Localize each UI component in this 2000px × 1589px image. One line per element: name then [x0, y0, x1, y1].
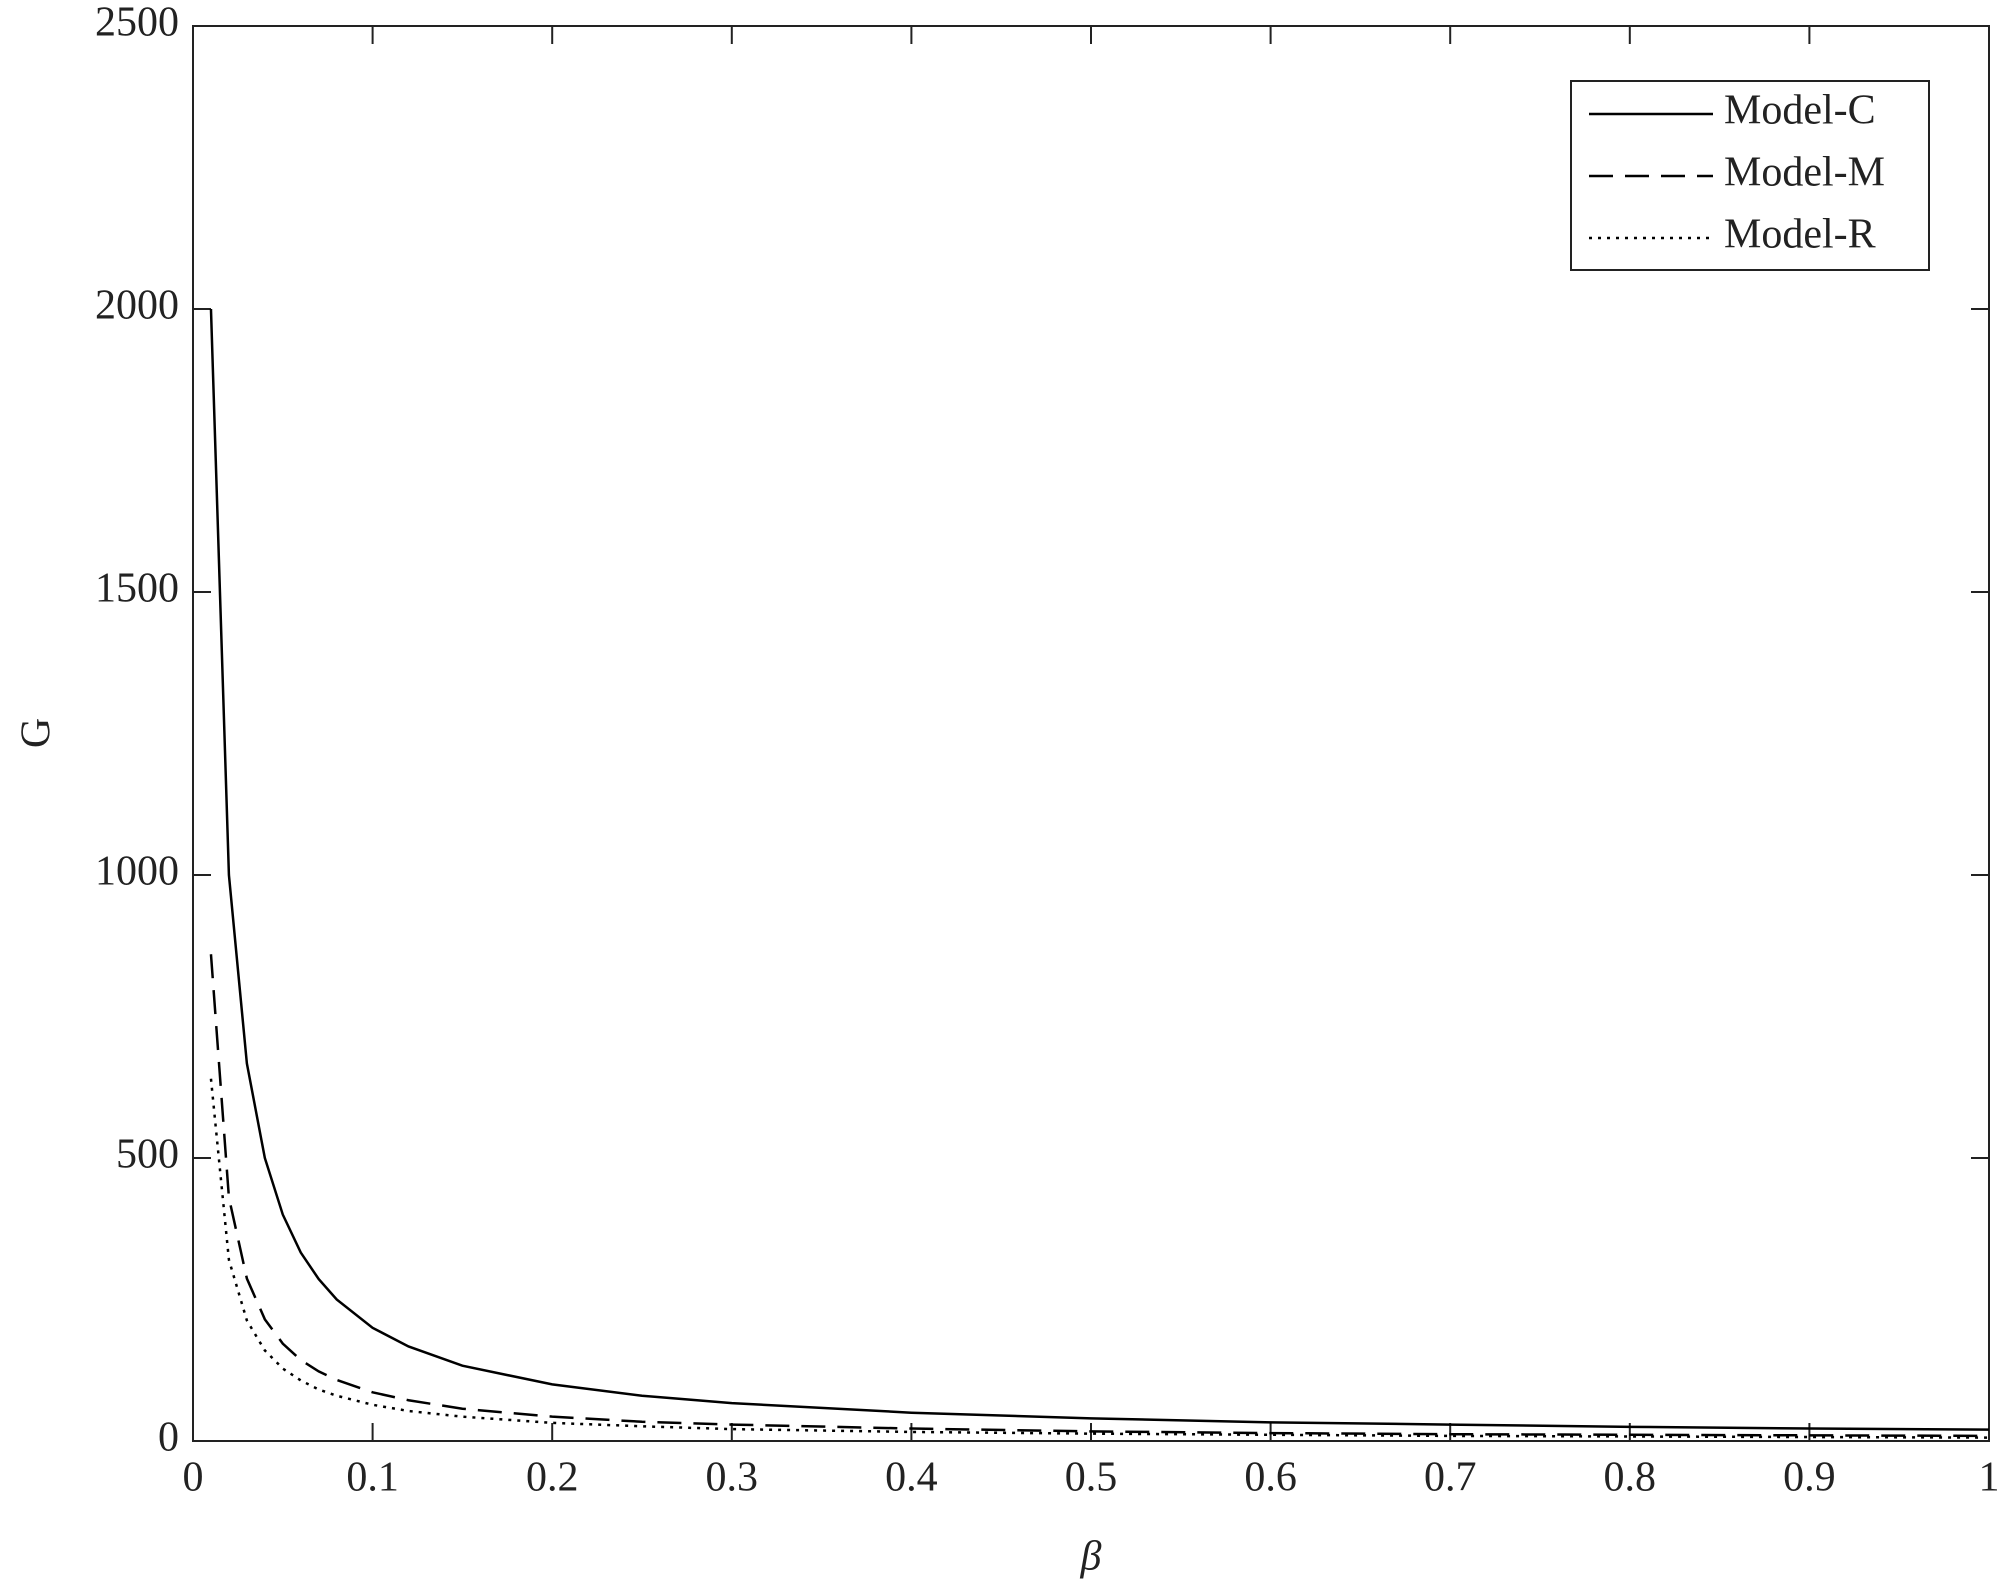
y-tick-label: 2500 [95, 0, 179, 46]
x-tick-label: 0.7 [1424, 1455, 1477, 1501]
y-tick-label: 500 [116, 1132, 179, 1178]
series-line [209, 308, 1990, 1431]
y-tick-label: 1500 [95, 566, 179, 612]
legend-box [1570, 80, 1930, 271]
y-tick-label: 2000 [95, 283, 179, 329]
x-tick-label: 0.8 [1604, 1455, 1657, 1501]
legend-label: Model-M [1724, 150, 1885, 196]
series-line [209, 1078, 1990, 1439]
x-tick-label: 1 [1979, 1455, 2000, 1501]
x-tick-label: 0.2 [526, 1455, 579, 1501]
x-tick-label: 0.6 [1244, 1455, 1297, 1501]
series-line [209, 954, 1990, 1438]
x-tick-label: 0.9 [1783, 1455, 1836, 1501]
legend-label: Model-C [1724, 88, 1876, 134]
x-axis-label: β [1080, 1534, 1102, 1580]
legend-label: Model-R [1724, 212, 1876, 258]
x-tick-label: 0.1 [346, 1455, 399, 1501]
y-axis-label: G [14, 718, 60, 748]
x-tick-label: 0.3 [706, 1455, 759, 1501]
x-tick-label: 0.4 [885, 1455, 938, 1501]
x-tick-label: 0 [183, 1455, 204, 1501]
x-tick-label: 0.5 [1065, 1455, 1118, 1501]
y-tick-label: 0 [158, 1415, 179, 1461]
y-tick-label: 1000 [95, 849, 179, 895]
